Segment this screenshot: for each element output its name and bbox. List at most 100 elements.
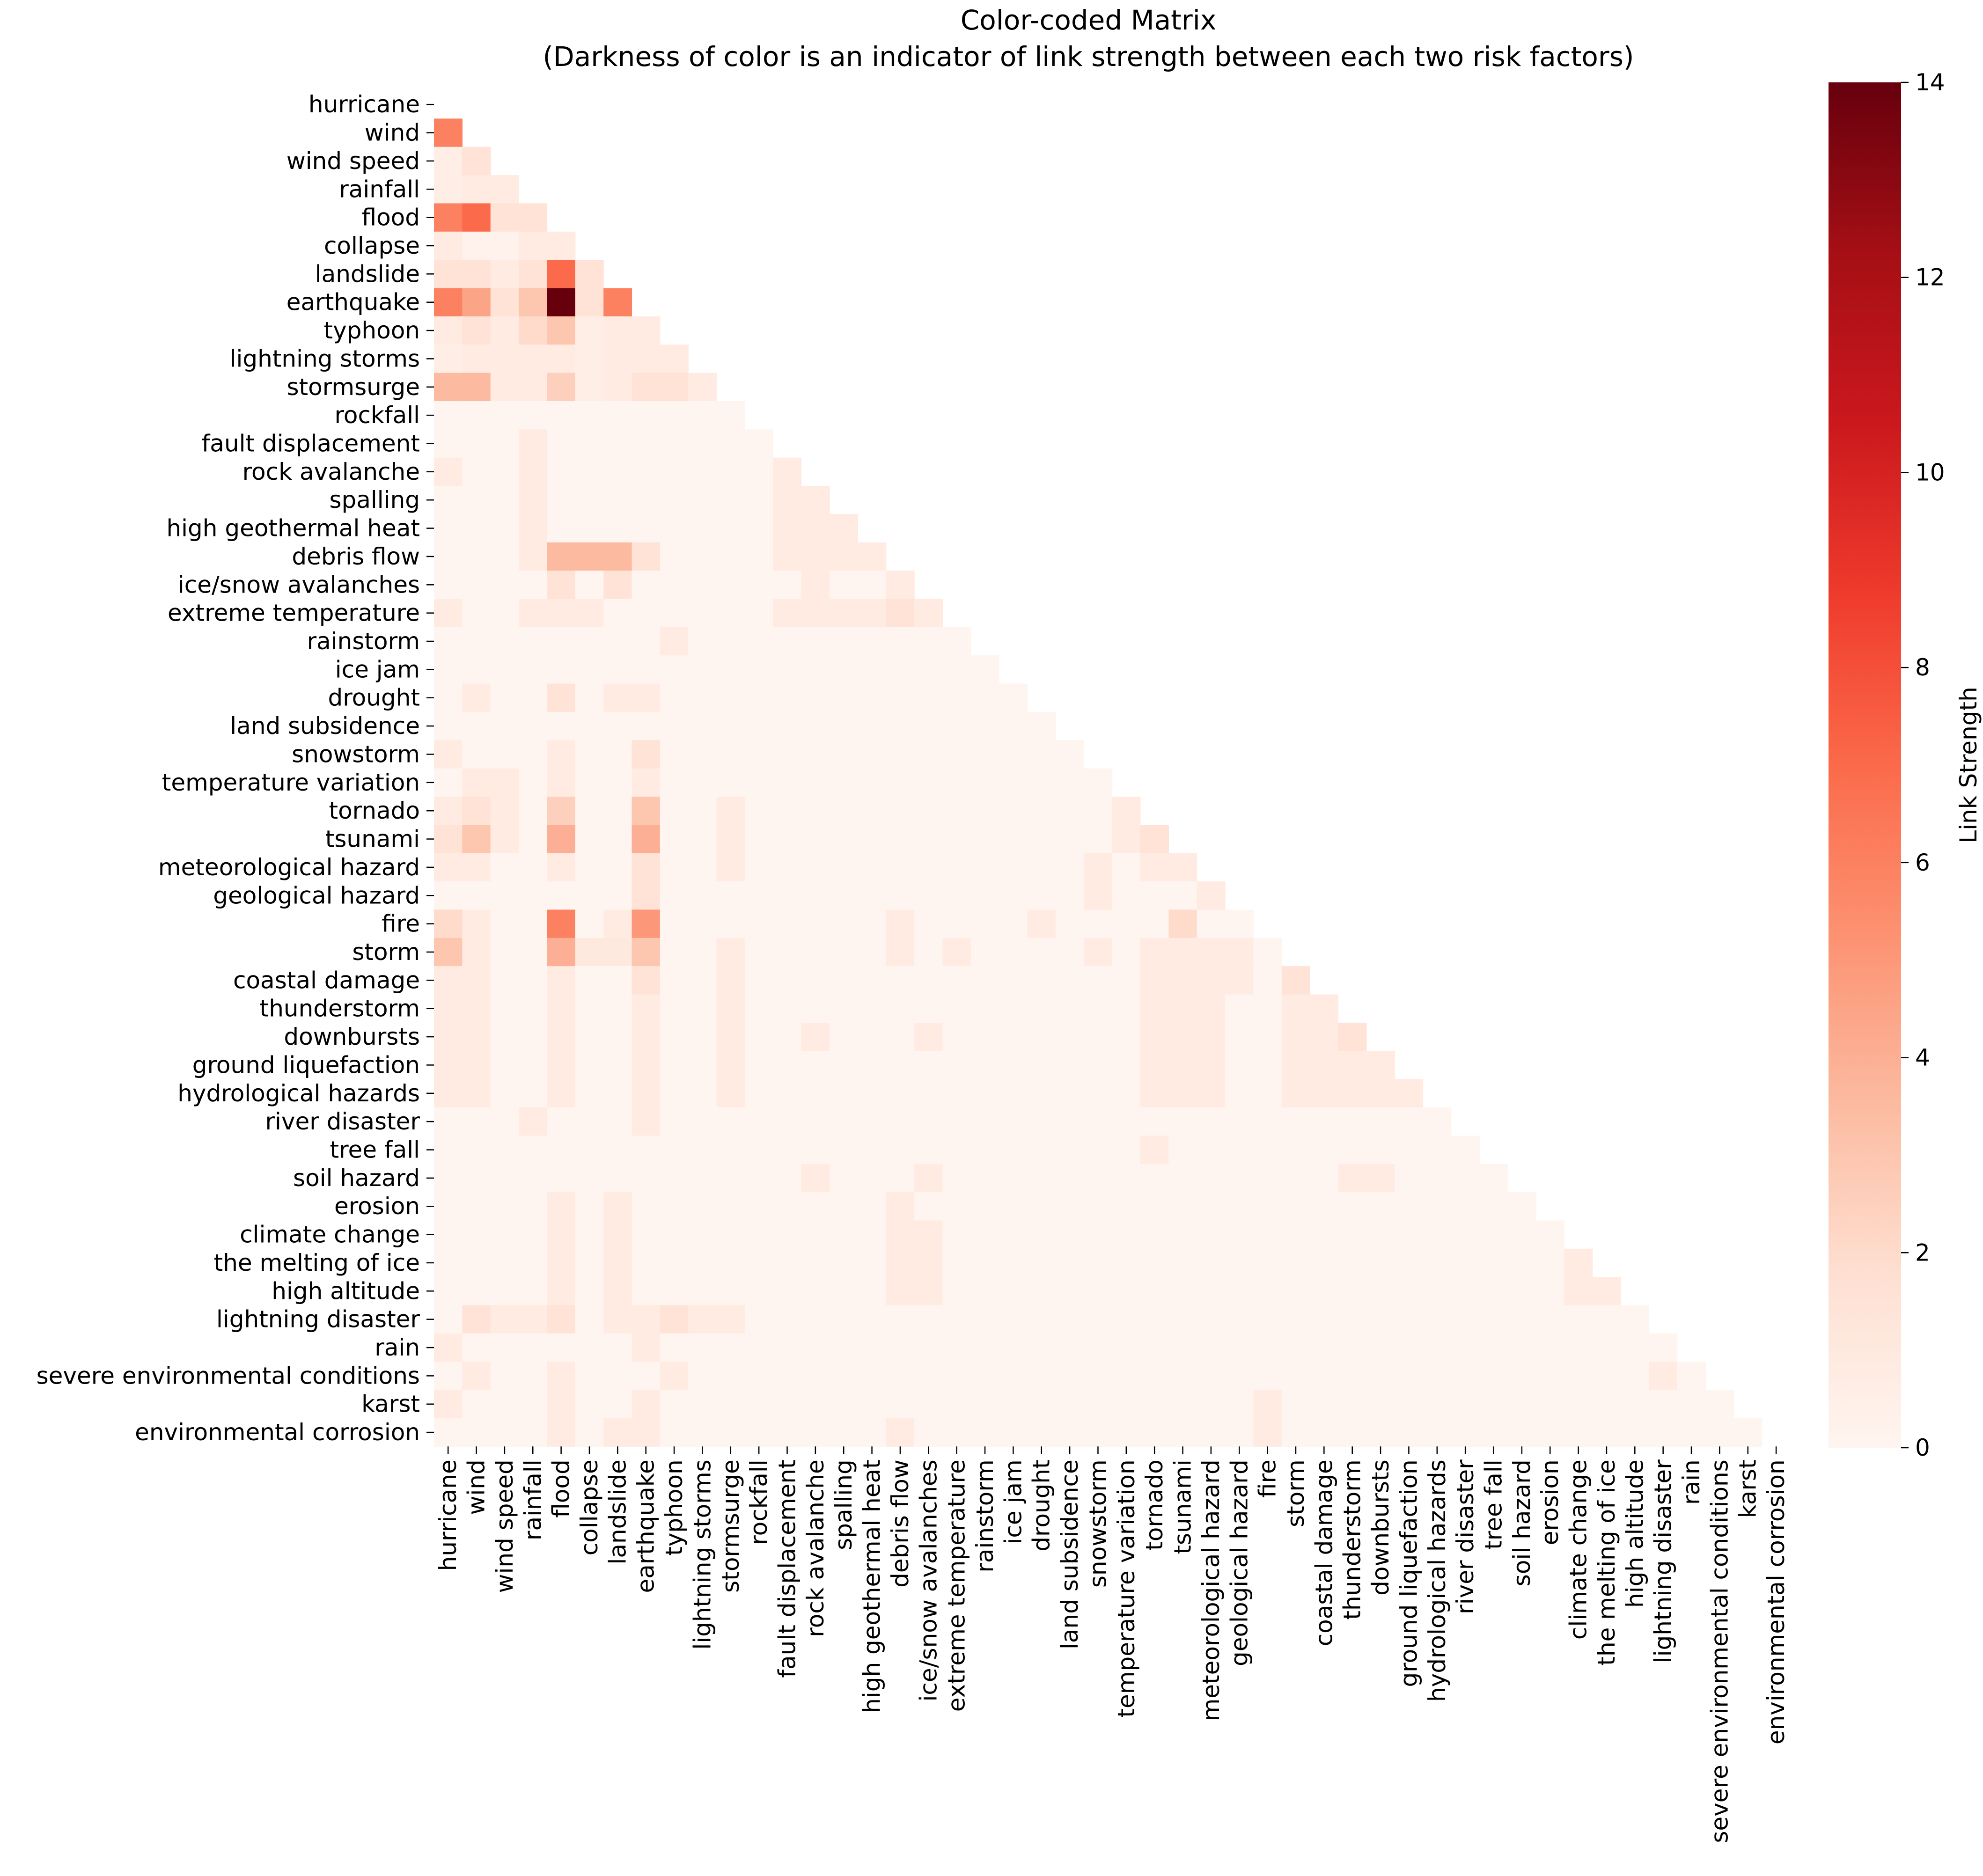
heatmap-cell (519, 401, 548, 430)
heatmap-cell (1027, 1362, 1056, 1391)
x-tick-label: rain (1678, 1459, 1705, 1505)
y-tick-label: collapse (324, 232, 420, 259)
heatmap-cell (632, 966, 661, 995)
heatmap-cell (999, 711, 1028, 740)
heatmap-cell (830, 1248, 858, 1277)
heatmap-cell (490, 599, 519, 628)
heatmap-cell (575, 711, 604, 740)
heatmap-cell (660, 994, 689, 1023)
heatmap-cell (490, 1051, 519, 1080)
heatmap-cell (462, 994, 491, 1023)
heatmap-cell (1253, 1362, 1282, 1391)
heatmap-cell (547, 429, 576, 458)
heatmap-cell (547, 1277, 576, 1306)
heatmap-cell (1197, 1333, 1226, 1362)
heatmap-cell (773, 768, 802, 797)
heatmap-cell (660, 881, 689, 910)
heatmap-cell (1140, 1220, 1169, 1249)
heatmap-cell (462, 231, 491, 260)
heatmap-cell (519, 1418, 548, 1447)
heatmap-cell (490, 1305, 519, 1334)
heatmap-cell (575, 1362, 604, 1391)
heatmap-cell (575, 1022, 604, 1051)
heatmap-cell (716, 457, 745, 486)
y-tick-label: soil hazard (293, 1165, 420, 1192)
heatmap-cell (744, 1333, 773, 1362)
heatmap-cell (490, 881, 519, 910)
heatmap-cell (519, 881, 548, 910)
heatmap-cell (1564, 1333, 1593, 1362)
heatmap-cell (1140, 1362, 1169, 1391)
heatmap-cell (688, 825, 717, 854)
heatmap-cell (1310, 1079, 1339, 1108)
y-tick-label: climate change (240, 1221, 420, 1248)
heatmap-cell (434, 429, 463, 458)
heatmap-cell (773, 825, 802, 854)
heatmap-cell (999, 1277, 1028, 1306)
heatmap-cell (1225, 1107, 1254, 1136)
heatmap-cell (632, 683, 661, 712)
heatmap-cell (660, 457, 689, 486)
heatmap-cell (1112, 1164, 1141, 1193)
heatmap-cell (519, 627, 548, 656)
heatmap-cell (519, 994, 548, 1023)
heatmap-cell (434, 1248, 463, 1277)
heatmap-cell (1423, 1277, 1452, 1306)
heatmap-cell (1140, 909, 1169, 938)
heatmap-cell (716, 711, 745, 740)
heatmap-cell (632, 994, 661, 1023)
heatmap-cell (1733, 1418, 1763, 1447)
heatmap-cell (1281, 1390, 1310, 1419)
heatmap-cell (858, 1164, 887, 1193)
heatmap-cell (547, 966, 576, 995)
heatmap-cell (942, 938, 971, 967)
heatmap-cell (434, 1164, 463, 1193)
heatmap-cell (1084, 853, 1113, 882)
heatmap-cell (519, 457, 548, 486)
heatmap-cell (744, 711, 773, 740)
heatmap-cell (942, 768, 971, 797)
y-tick-label: landslide (315, 260, 420, 287)
heatmap-cell (688, 683, 717, 712)
heatmap-cell (970, 1192, 999, 1221)
heatmap-cell (1112, 909, 1141, 938)
heatmap-cell (1366, 1390, 1395, 1419)
heatmap-cell (1112, 1051, 1141, 1080)
x-tick-label: rockfall (745, 1459, 772, 1545)
heatmap-cell (660, 966, 689, 995)
heatmap-cell (999, 825, 1028, 854)
heatmap-cell (660, 599, 689, 628)
heatmap-cell (575, 571, 604, 600)
heatmap-cell (1253, 1051, 1282, 1080)
heatmap-cell (519, 316, 548, 345)
y-tick-label: wind (365, 119, 420, 147)
heatmap-cell (1338, 1079, 1367, 1108)
heatmap-cell (1225, 1164, 1254, 1193)
y-tick-label: thunderstorm (260, 995, 420, 1022)
heatmap-cell (1168, 1079, 1197, 1108)
heatmap-cell (830, 1164, 858, 1193)
heatmap-cell (1112, 825, 1141, 854)
heatmap-cell (999, 966, 1028, 995)
heatmap-cell (773, 1079, 802, 1108)
heatmap-cell (1055, 1192, 1084, 1221)
heatmap-cell (632, 627, 661, 656)
heatmap-cell (1338, 1305, 1367, 1334)
heatmap-cell (688, 627, 717, 656)
heatmap-cell (660, 1418, 689, 1447)
heatmap-cell (575, 938, 604, 967)
heatmap-cell (801, 486, 830, 514)
heatmap-cell (1310, 1418, 1339, 1447)
heatmap-cell (1451, 1277, 1480, 1306)
heatmap-cell (519, 429, 548, 458)
heatmap-cell (1197, 1248, 1226, 1277)
heatmap-cell (1507, 1362, 1536, 1391)
heatmap-cell (1140, 1022, 1169, 1051)
heatmap-cell (490, 711, 519, 740)
heatmap-cell (603, 1079, 632, 1108)
heatmap-cell (1055, 825, 1084, 854)
heatmap-cell (1140, 1136, 1169, 1165)
heatmap-cell (1253, 938, 1282, 967)
heatmap-cell (1084, 1362, 1113, 1391)
heatmap-cell (801, 853, 830, 882)
